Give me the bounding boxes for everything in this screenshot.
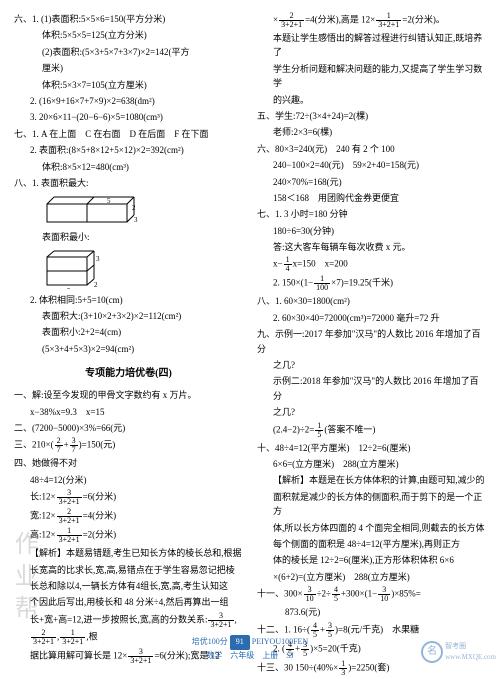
line: 158＜168 用团购代金券更便宜 [257,191,486,205]
line: 体的棱长是 12÷2=6(厘米),正方形体积体积 6×6 [257,553,486,567]
watermark-icon: 名 [421,641,443,663]
line: 学生分析问题和解决问题的能力,又提高了学生学习数学 [257,62,486,91]
line: (5×3+4+5×3)×2=94(cm²) [14,342,243,356]
section-8: 八、1. 表面积最大: [14,176,243,190]
label-6: 六、1. [14,14,39,24]
line: 七、1. 3 小时=180 分钟 [257,207,486,221]
watermark-text: 智考圈www.MXQE.com [445,641,496,663]
line: 体积:5×3×7=105(立方厘米) [14,78,243,92]
line: 二、(7200−5000)×3%=66(元) [14,421,243,435]
line: x−14x=150 x=200 [257,256,486,273]
line: 6×6=(立方厘米) 288(立方厘米) [257,457,486,471]
cuboid-diagram-1: 5 2 3 [42,194,243,226]
line: 2. (16×9+16×7+7×9)×2=638(dm²) [14,94,243,108]
line: 长宽高的比求长,宽,高,易错点在于学生容易忽记把棱 [14,563,243,577]
line: 表面积最小: [14,230,243,244]
line: 三、210×(27+37)=150(元) [14,437,243,454]
svg-text:5: 5 [67,287,71,289]
line: 表面积大:(3+10×2+3×2)×2=112(cm²) [14,309,243,323]
line: 本题让学生感悟出的解答过程进行纠错认知正,既培养了 [257,31,486,60]
svg-text:3: 3 [134,216,138,224]
line: 240−100×2=40(元) 59×2+40=158(元) [257,158,486,172]
line: 示例二:2018 年参加"汉马"的人数比 2016 年增加了百分 [257,374,486,403]
line: 之几? [257,358,486,372]
cuboid-diagram-2: 5 2 3 [42,249,243,289]
line: 2. 60×30×40=72000(cm³)=72000 毫升=72 升 [257,311,486,325]
page-number: 91 [230,635,250,650]
line: 六、80×3=240(元) 240 有 2 个 100 [257,142,486,156]
line: 180÷6=30(分钟) [257,224,486,238]
analysis-line: 【解析】本题易错题,考生已知长方体的棱长总和,根据 [14,546,243,560]
line: (2.4−2)÷2=15(答案不唯一) [257,422,486,439]
svg-text:2: 2 [94,281,98,289]
line: 一、解:设至今发现的甲骨文字数约有 x 万片。 [14,388,243,402]
line: 八、1. 60×30=1800(cm²) [257,294,486,308]
line: 的兴趣。 [257,93,486,107]
line: 宽:12×23+2+1=4(分米) [14,508,243,525]
footer-left: 培优100分 [192,637,228,646]
watermark-left: 作业帮 [4,531,42,627]
line: 2. 150×(1−1100×7)=19.25(千米) [257,275,486,292]
line: 五、学生:72÷(3×4+24)=2(棵) [257,109,486,123]
line: 每个侧面的面积是 48÷4=12(平方厘米),再则正方 [257,537,486,551]
line: 九、示例一:2017 年参加"汉马"的人数比 2016 年增加了百分 [257,327,486,356]
line: 厘米) [14,61,243,75]
line: 体,所以长方体四面的 4 个面完全相同,则截去的长方体 [257,521,486,535]
line: 240×70%=168(元) [257,175,486,189]
line: 表面积小:2+2=4(cm) [14,325,243,339]
line: 2. 体积相同:5+5=10(cm) [14,293,243,307]
svg-text:2: 2 [132,204,136,212]
line: 答:这大客车每辆车每次收费 x 元。 [257,240,486,254]
line: ×23+2+1=4(分米),高是 12×13+2+1=2(分米)。 [257,12,486,29]
line: 体积:5×5×5=125(立方分米) [14,28,243,42]
svg-text:3: 3 [96,255,100,263]
label-7: 七、1. [14,129,39,139]
line: 个因此后写出,用棱长和 48 分米÷4,然后再算出一组 [14,595,243,609]
line: 高:12×13+2+1=2(分米) [14,527,243,544]
watermark-right: 名 智考圈www.MXQE.com [421,641,496,663]
line: 3. 20×6×11−(20−6−6)×5=1080(cm³) [14,110,243,124]
line: x−38%x=9.3 x=15 [14,405,243,419]
line: 之几? [257,405,486,419]
section-7: 七、1. A 在上面 C 在右面 D 在后面 F 在下面 [14,127,243,141]
line: 873.6(元) [257,605,486,619]
line: 48÷4=12(分米) [14,473,243,487]
line: 十一、300×310÷2÷45+300×(1−310)×85%= [257,586,486,603]
footer-right: PEIYOU100FEN [252,637,308,646]
svg-text:5: 5 [107,197,111,205]
line: 十、48÷4=12(平方厘米) 12÷2=6(厘米) [257,441,486,455]
line: ×(6+2)=(立方厘米) 288(立方厘米) [257,570,486,584]
line: 长:12×33+2+1=6(分米) [14,489,243,506]
line: 四、她做得不对 [14,456,243,470]
line: 体积:8×5×12=480(cm³) [14,160,243,174]
line: 长总和除以4,一辆长方体有4组长,宽,高,考生认知这 [14,579,243,593]
section-title: 专项能力培优卷(四) [14,366,243,382]
section-6: 六、1. (1)表面积:5×5×6=150(平方分米) [14,12,243,26]
line: 2. 表面积:(8×5+8×12+5×12)×2=392(cm²) [14,143,243,157]
label-8: 八、1. [14,178,39,188]
analysis-line: 【解析】本题是在长方体体积的计算,由题可知,减少的 [257,473,486,487]
line: 面积就是减少的长方体的侧面积,而于剪下的是一个正方 [257,490,486,519]
line: (2)表面积:(5×3+5×7+3×7)×2=142(平方 [14,45,243,59]
line: 老师:2×3=6(棵) [257,125,486,139]
